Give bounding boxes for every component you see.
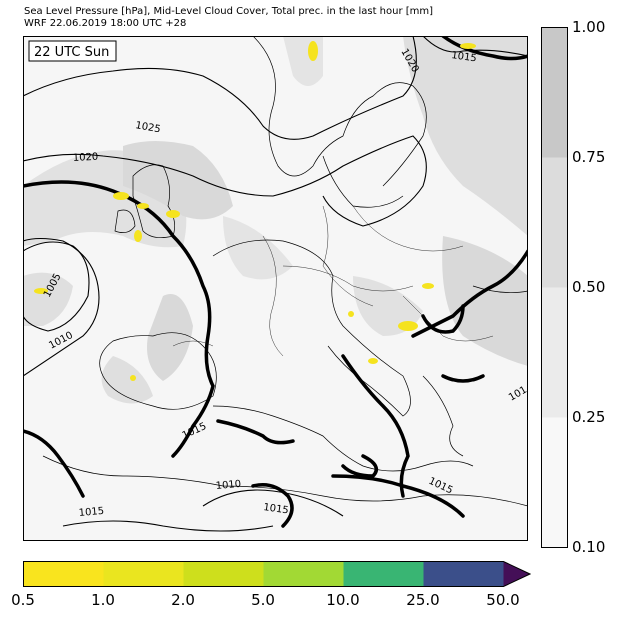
isobars [23, 36, 528, 532]
cloud-cover-colorbar [541, 27, 568, 548]
precip-tick-label: 0.5 [11, 591, 35, 609]
precip-tick-label: 25.0 [406, 591, 440, 609]
precip-tick-label: 10.0 [326, 591, 360, 609]
isobar-label: 1010 [215, 479, 241, 492]
precip-band-1.0-2.0 [103, 561, 184, 587]
precip-tick-label: 50.0 [486, 591, 520, 609]
time-label-box: 22 UTC Sun [28, 40, 117, 62]
chart-title: Sea Level Pressure [hPa], Mid-Level Clou… [24, 6, 434, 17]
cloud-tick-label: 0.25 [572, 408, 606, 426]
precip-tick-label: 5.0 [251, 591, 275, 609]
chart-subtitle: WRF 22.06.2019 18:00 UTC +28 [24, 18, 187, 29]
isobar-label: 1015 [78, 506, 104, 519]
map-frame [23, 36, 528, 541]
isobar-label: 1015 [263, 502, 290, 516]
precip-band-0.5-1.0 [23, 561, 104, 587]
thick-isobar-1015 [23, 36, 528, 528]
country-borders [172, 205, 494, 357]
precip-tick-label: 1.0 [91, 591, 115, 609]
precip-band-2.0-5.0 [183, 561, 264, 587]
precip-band-over-50 [503, 561, 530, 587]
coastlines [42, 36, 528, 507]
cloud-tick-label: 0.10 [572, 538, 606, 556]
weather-map: 1020 1015 1025 1020 1005 1010 1015 1010 … [23, 36, 528, 541]
precip-band-25.0-50.0 [423, 561, 504, 587]
cloud-band-010-025 [541, 417, 568, 548]
isobar-label: 1015 [451, 50, 478, 64]
precip-band-10.0-25.0 [343, 561, 424, 587]
cloud-tick-label: 0.75 [572, 148, 606, 166]
isobar-label: 1020 [73, 152, 99, 164]
precip-band-5.0-10.0 [263, 561, 344, 587]
cloud-tick-label: 0.50 [572, 278, 606, 296]
precipitation-areas [34, 41, 476, 381]
cloud-band-075-100 [541, 27, 568, 158]
isobar-label: 1025 [134, 120, 161, 135]
precip-tick-label: 2.0 [171, 591, 195, 609]
precip-colorbar [23, 561, 531, 587]
cloud-tick-label: 1.00 [572, 18, 606, 36]
time-label: 22 UTC Sun [34, 45, 109, 60]
cloud-band-025-050 [541, 287, 568, 418]
cloud-cover-areas [23, 36, 528, 404]
cloud-band-050-075 [541, 157, 568, 288]
